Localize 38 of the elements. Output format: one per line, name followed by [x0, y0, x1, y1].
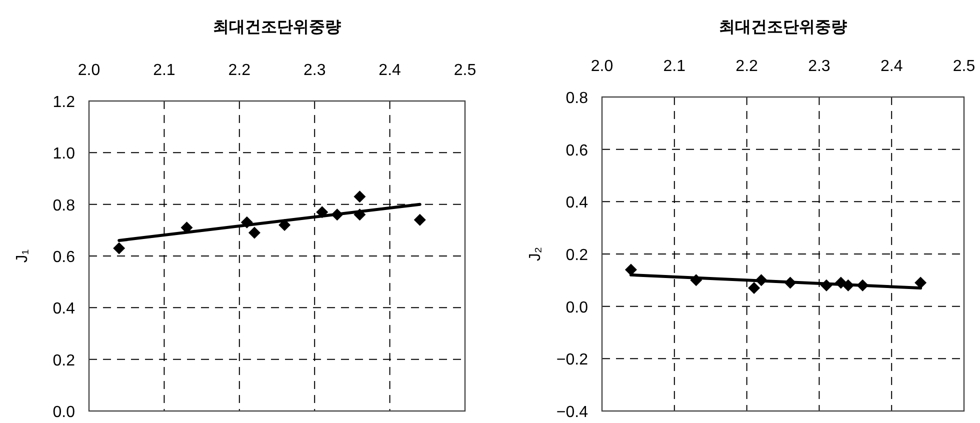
x-tick-label: 2.3 [808, 58, 830, 75]
y-tick-label: 0.2 [52, 352, 76, 370]
y-tick-label: 0.8 [52, 197, 76, 214]
x-tick-label: 2.1 [663, 58, 686, 75]
y-tick-label: 0.6 [52, 249, 76, 266]
point [624, 264, 637, 276]
y-axis-title: J₁ [14, 249, 31, 263]
x-tick-label: 2.5 [952, 58, 976, 75]
y-tick-label: 0.8 [566, 90, 588, 107]
y-tick-label: 0.4 [52, 300, 76, 318]
x-tick-label: 2.0 [590, 58, 614, 75]
x-tick-label: 2.1 [153, 62, 176, 79]
point [414, 214, 426, 226]
y-tick-label: 0.4 [566, 194, 588, 212]
point [748, 282, 760, 294]
x-tick-label: 2.4 [378, 62, 402, 79]
x-tick-label: 2.4 [880, 58, 903, 75]
x-axis-title: 최대건조단위중량 [719, 19, 847, 36]
y-axis-title: J₂ [527, 246, 544, 262]
y-tick-label: 0.2 [566, 247, 588, 264]
x-tick-label: 2.2 [228, 62, 251, 79]
x-tick-label: 2.3 [303, 62, 326, 79]
y-tick-label: 1.2 [52, 94, 76, 111]
point [113, 242, 126, 254]
point [180, 222, 193, 234]
point [354, 190, 366, 203]
y-tick-label: 1.0 [52, 146, 76, 163]
x-axis-title: 최대건조단위중량 [213, 19, 341, 36]
y-tick-label: 0.0 [566, 299, 588, 316]
y-tick-label: −0.4 [556, 404, 588, 421]
x-tick-label: 2.2 [736, 58, 758, 75]
y-tick-label: 0.0 [52, 404, 76, 421]
point [248, 226, 260, 239]
y-tick-label: −0.2 [556, 352, 588, 369]
x-tick-label: 2.0 [78, 62, 100, 79]
point [914, 276, 927, 289]
x-tick-label: 2.5 [454, 62, 476, 79]
y-tick-label: 0.6 [566, 142, 588, 160]
